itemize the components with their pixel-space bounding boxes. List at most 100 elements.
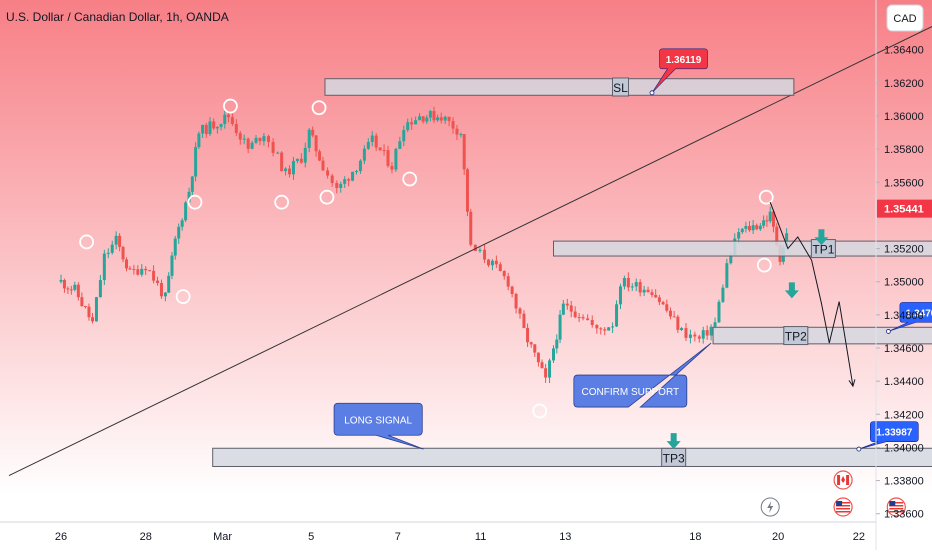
candle-body	[714, 322, 717, 327]
candle-body	[603, 329, 606, 330]
candle-body	[111, 245, 114, 253]
candle-body	[164, 293, 167, 297]
candle-body	[167, 276, 170, 293]
candle-body	[91, 317, 94, 321]
candle-body	[429, 111, 432, 118]
candle-body	[647, 290, 650, 292]
candle-body	[658, 297, 661, 302]
chart-title: U.S. Dollar / Canadian Dollar, 1h, OANDA	[6, 10, 229, 24]
candle-body	[402, 130, 405, 141]
usa-flag-ring	[834, 498, 852, 516]
candle-body	[379, 147, 382, 150]
candle-body	[383, 150, 386, 151]
candle-body	[533, 344, 536, 352]
candle-body	[469, 212, 472, 245]
candle-body	[422, 116, 425, 121]
usa-flag-stripe	[836, 511, 850, 513]
candle-body	[144, 269, 147, 270]
candle-body	[425, 118, 428, 122]
candle-body	[684, 328, 687, 338]
candle-body	[103, 254, 106, 280]
candle-body	[544, 368, 547, 377]
candle-body	[559, 315, 562, 340]
candle-body	[631, 287, 634, 288]
candle-body	[276, 153, 279, 154]
candle-body	[363, 149, 366, 161]
candle-body	[673, 316, 676, 317]
lightning-icon[interactable]	[761, 498, 779, 516]
candle-body	[689, 335, 692, 338]
candle-body	[582, 317, 585, 318]
candle-body	[308, 130, 311, 148]
candle-body	[239, 133, 242, 140]
candle-body	[156, 281, 159, 283]
candle-body	[662, 302, 665, 304]
candle-body	[231, 117, 234, 124]
y-tick-label: 1.36200	[884, 78, 924, 90]
x-tick-label: 20	[772, 531, 784, 543]
candle-body	[432, 111, 435, 120]
candle-body	[710, 327, 713, 336]
candle-body	[292, 161, 295, 174]
candle-body	[635, 282, 638, 286]
current-price-label: 1.35441	[884, 204, 924, 216]
candle-body	[125, 259, 128, 268]
candle-body	[519, 308, 522, 313]
y-tick-label: 1.35600	[884, 177, 924, 189]
callout-text: LONG SIGNAL	[344, 415, 412, 426]
candle-body	[643, 290, 646, 293]
candle-body	[208, 121, 211, 134]
zone-tp2	[713, 327, 932, 344]
candle-body	[515, 294, 518, 309]
canada-flag-band	[837, 475, 840, 485]
candle-body	[262, 136, 265, 141]
candle-body	[669, 311, 672, 317]
candle-body	[177, 227, 180, 239]
candle-body	[235, 124, 238, 133]
candle-body	[755, 225, 758, 229]
usa-flag-canton	[889, 501, 895, 506]
candle-body	[107, 253, 110, 254]
candle-body	[181, 220, 184, 227]
candle-body	[478, 250, 481, 251]
candle-body	[359, 161, 362, 171]
candle-body	[623, 278, 626, 286]
candle-body	[526, 328, 529, 342]
candle-body	[627, 278, 630, 287]
candle-body	[744, 226, 747, 229]
candle-body	[725, 263, 728, 287]
y-tick-label: 1.36400	[884, 45, 924, 57]
x-tick-label: Mar	[213, 531, 232, 543]
candle-body	[552, 348, 555, 360]
candle-body	[693, 335, 696, 337]
candle-body	[578, 317, 581, 318]
candle-body	[70, 289, 73, 290]
x-tick-label: 28	[140, 531, 152, 543]
candle-body	[205, 125, 208, 134]
y-tick-label: 1.34800	[884, 310, 924, 322]
candle-body	[440, 117, 443, 120]
candle-body	[95, 297, 98, 321]
candle-body	[343, 179, 346, 184]
canada-flag-icon[interactable]	[834, 471, 852, 489]
usa-flag-canton	[836, 501, 842, 506]
candle-body	[748, 226, 751, 230]
candle-body	[765, 220, 768, 221]
usa-flag-icon[interactable]	[834, 498, 852, 516]
candle-body	[676, 317, 679, 330]
candle-body	[335, 183, 338, 188]
currency-button[interactable]: CAD	[887, 5, 923, 31]
x-tick-label: 13	[559, 531, 571, 543]
candle-body	[387, 150, 390, 166]
y-tick-label: 1.36000	[884, 111, 924, 123]
candle-body	[152, 271, 155, 281]
candle-body	[574, 312, 577, 317]
candle-body	[398, 141, 401, 149]
candle-body	[495, 261, 498, 265]
candle-body	[73, 285, 76, 290]
badge-anchor	[650, 91, 654, 95]
candle-body	[115, 236, 118, 245]
x-tick-label: 5	[308, 531, 314, 543]
candle-body	[367, 142, 370, 149]
candle-body	[706, 330, 709, 335]
